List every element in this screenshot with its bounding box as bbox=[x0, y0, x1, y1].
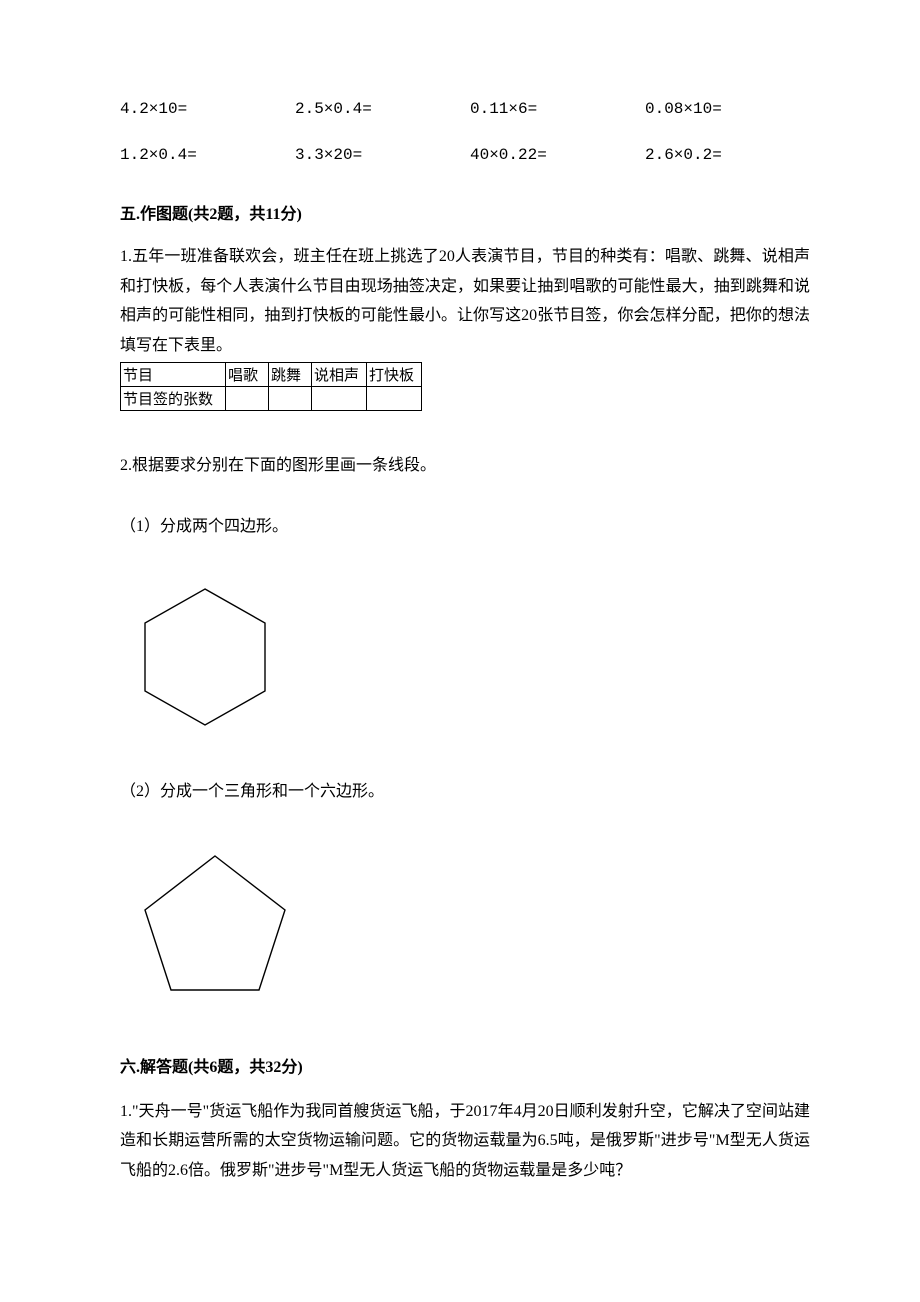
equation-cell: 4.2×10= bbox=[120, 100, 285, 118]
table-cell-label: 节目签的张数 bbox=[121, 387, 226, 411]
equation-cell: 2.5×0.4= bbox=[295, 100, 460, 118]
table-row: 节目 唱歌 跳舞 说相声 打快板 bbox=[121, 363, 422, 387]
table-cell bbox=[367, 387, 422, 411]
table-row: 节目签的张数 bbox=[121, 387, 422, 411]
table-cell: 打快板 bbox=[367, 363, 422, 387]
table-cell-label: 节目 bbox=[121, 363, 226, 387]
section5-q2-text: 2.根据要求分别在下面的图形里画一条线段。 bbox=[120, 451, 810, 481]
equation-cell: 0.08×10= bbox=[645, 100, 810, 118]
table-cell: 说相声 bbox=[312, 363, 367, 387]
hexagon-shape bbox=[135, 582, 275, 732]
section6-q1-text: 1."天舟一号"货运飞船作为我同首艘货运飞船，于2017年4月20日顺利发射升空… bbox=[120, 1097, 810, 1186]
equation-cell: 3.3×20= bbox=[295, 146, 460, 164]
equation-grid: 4.2×10= 2.5×0.4= 0.11×6= 0.08×10= 1.2×0.… bbox=[120, 100, 810, 164]
hexagon-container bbox=[135, 582, 810, 737]
equation-cell: 40×0.22= bbox=[470, 146, 635, 164]
table-cell bbox=[226, 387, 269, 411]
section6-heading: 六.解答题(共6题，共32分) bbox=[120, 1053, 810, 1077]
slip-table: 节目 唱歌 跳舞 说相声 打快板 节目签的张数 bbox=[120, 362, 422, 411]
section5-heading: 五.作图题(共2题，共11分) bbox=[120, 200, 810, 224]
pentagon-shape bbox=[135, 848, 295, 998]
section5-q2-sub2: （2）分成一个三角形和一个六边形。 bbox=[120, 777, 810, 807]
table-cell bbox=[312, 387, 367, 411]
equation-cell: 1.2×0.4= bbox=[120, 146, 285, 164]
table-cell bbox=[269, 387, 312, 411]
section5-q1-text: 1.五年一班准备联欢会，班主任在班上挑选了20人表演节目，节目的种类有：唱歌、跳… bbox=[120, 242, 810, 360]
section5-q2-sub1: （1）分成两个四边形。 bbox=[120, 512, 810, 542]
equation-cell: 0.11×6= bbox=[470, 100, 635, 118]
equation-cell: 2.6×0.2= bbox=[645, 146, 810, 164]
table-cell: 唱歌 bbox=[226, 363, 269, 387]
page-root: 4.2×10= 2.5×0.4= 0.11×6= 0.08×10= 1.2×0.… bbox=[0, 0, 920, 1245]
pentagon-polygon bbox=[145, 856, 285, 990]
hexagon-polygon bbox=[145, 589, 265, 725]
table-cell: 跳舞 bbox=[269, 363, 312, 387]
pentagon-container bbox=[135, 848, 810, 1003]
